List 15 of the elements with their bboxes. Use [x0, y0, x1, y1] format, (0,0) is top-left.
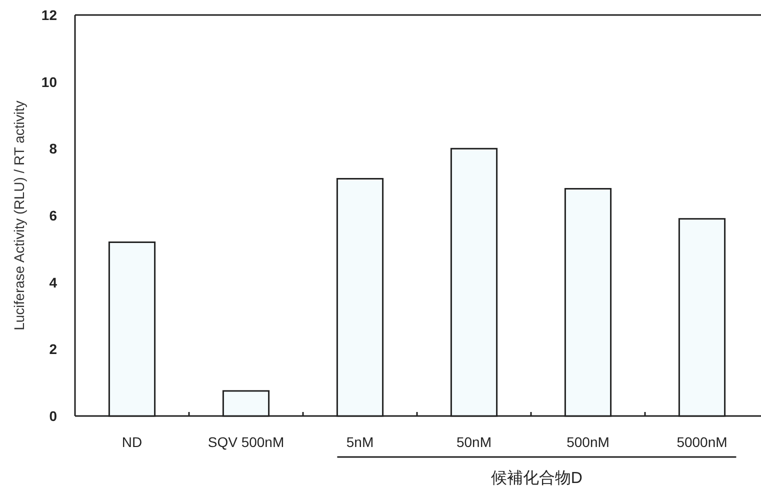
x-tick-label: 5000nM	[676, 434, 728, 450]
y-axis-title: Luciferase Activity (RLU) / RT activity	[11, 100, 27, 330]
x-tick-label: 5nM	[346, 434, 374, 450]
x-tick-label: ND	[122, 434, 142, 450]
x-tick-label: 500nM	[566, 434, 610, 450]
text: 候補化合物D	[490, 469, 582, 487]
y-tick-label: 0	[49, 408, 58, 424]
x-tick-label: SQV 500nM	[208, 434, 284, 450]
y-tick-label: 10	[41, 74, 58, 90]
y-tick-label: 8	[49, 140, 58, 157]
y-tick-label: 6	[49, 208, 58, 224]
y-tick-label: 12	[41, 7, 58, 23]
y-tick-label: 2	[49, 341, 58, 358]
x-tick-label: 50nM	[456, 434, 492, 450]
y-tick-label: 4	[49, 274, 58, 290]
